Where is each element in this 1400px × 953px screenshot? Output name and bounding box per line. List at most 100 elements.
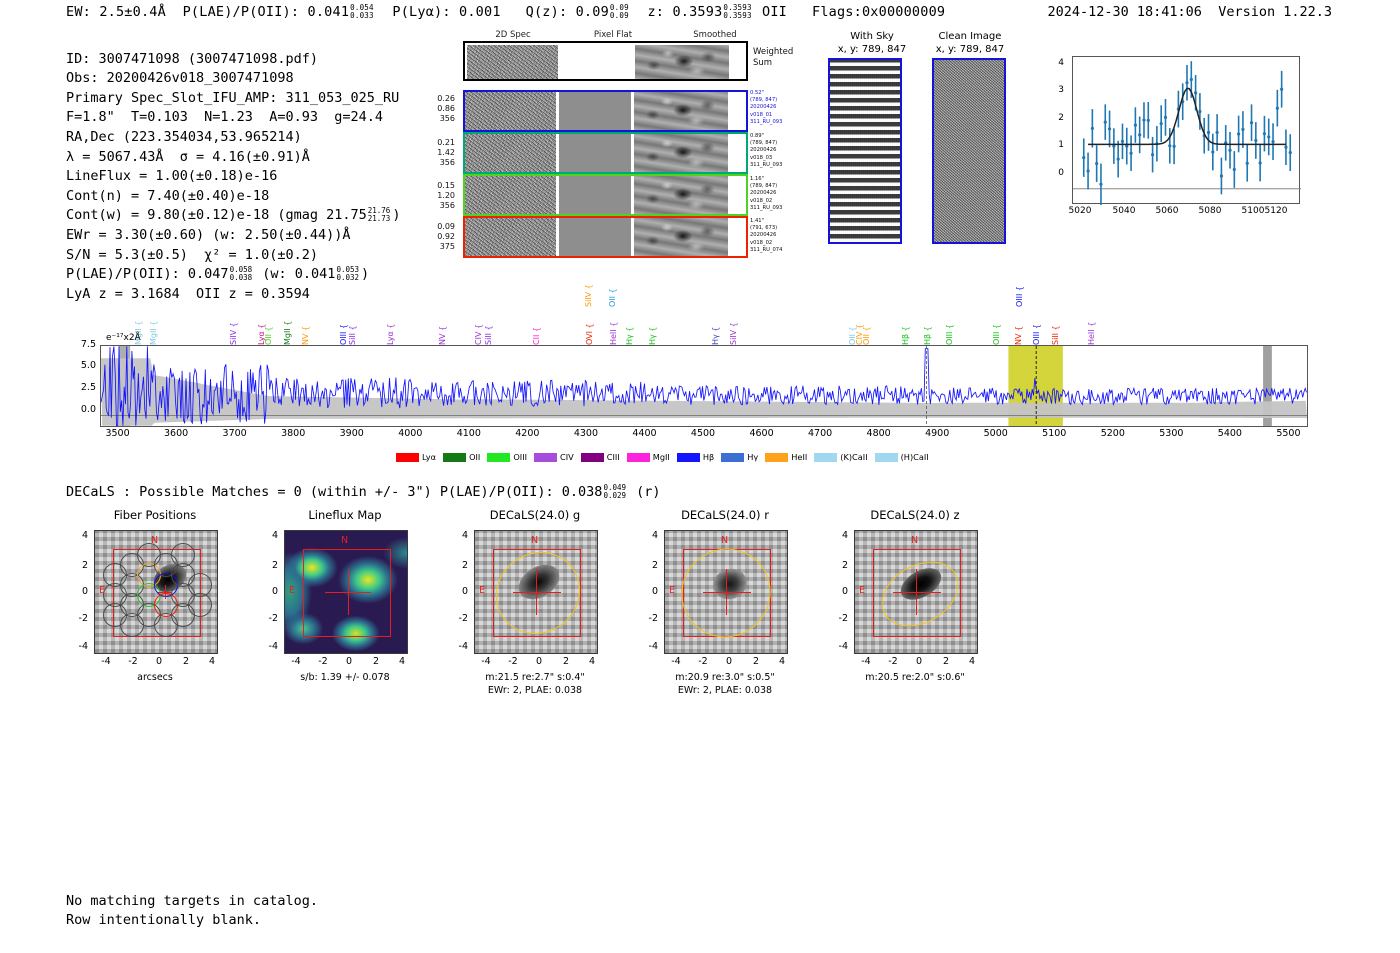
- col-title-smoothed: Smoothed: [693, 30, 737, 40]
- cutout-clean-coords: x, y: 789, 847: [935, 44, 1005, 55]
- plae-lo: 0.033: [350, 11, 374, 21]
- panel-decals-r-image[interactable]: N E: [664, 530, 788, 654]
- line-fit-ytick-2: 2: [1058, 113, 1064, 123]
- panel-decals-r: DECaLS(24.0) r N E 4 2 0 -2 -4 -4 -2 0 2…: [630, 508, 820, 723]
- header-summary: EW: 2.5±0.4Å P(LAE)/P(OII): 0.041 0.054 0.…: [66, 3, 945, 21]
- fiber-row-2-date: 20200426: [750, 190, 777, 197]
- emission-line-label-oii-17: OII {: [607, 288, 617, 307]
- info-plae-w-range: 0.053 0.032: [336, 264, 360, 282]
- compass-e: E: [289, 585, 296, 596]
- legend-label: Lyα: [422, 452, 437, 462]
- decals-z-crosshair-v: [915, 569, 917, 615]
- info-plae-prefix: P(LAE)/P(OII): 0.047: [66, 266, 229, 283]
- panel2-ytick-1: -2: [458, 613, 468, 624]
- panel2-xtick-0: -4: [481, 656, 491, 667]
- legend-swatch: [580, 452, 604, 462]
- panel0-ytick-2: 0: [81, 586, 88, 597]
- compass-n: N: [911, 535, 919, 546]
- fiber-row-1-right-labels: 0.89" (789, 847) 20200426 v018_03 311_RU…: [750, 133, 782, 169]
- compass-n: N: [341, 535, 349, 546]
- emission-line-label-oiii-31: OIII {: [1031, 323, 1041, 345]
- legend-item-hβ: Hβ: [676, 452, 714, 462]
- emission-line-label-siiv-21: SiIV {: [729, 322, 739, 345]
- spectrum-xtick-14: 4900: [925, 428, 950, 439]
- fiber-row-0-slot: 311_RU_093: [750, 118, 783, 125]
- fiber-row-2-pixelflat: [559, 176, 631, 214]
- line-fit-ytick-1: 1: [1058, 140, 1064, 150]
- panel4-ytick-3: 2: [841, 560, 848, 571]
- ew-value: 2.5±0.4Å: [99, 4, 166, 21]
- fiber-row-0-pixelflat: [559, 92, 631, 130]
- compass-n: N: [721, 535, 729, 546]
- info-id: ID: 3007471098 (3007471098.pdf): [66, 50, 318, 67]
- col-title-2dspec: 2D Spec: [495, 30, 531, 40]
- legend-swatch: [534, 452, 558, 462]
- panel1-ytick-3: 2: [271, 560, 278, 571]
- fiber-row-2-2dspec: [465, 176, 556, 214]
- info-plae-w-hi: 0.053: [336, 264, 360, 274]
- decals-summary-range: 0.049 0.029: [603, 483, 626, 500]
- panel-decals-z-image[interactable]: N E: [854, 530, 978, 654]
- panel2-caption2: EWr: 2, PLAE: 0.038: [487, 685, 583, 696]
- fiber-row-0-exp: v018_01: [750, 111, 773, 118]
- line-fit-xtick-1: 5040: [1112, 206, 1136, 216]
- spectrum-xtick-6: 4100: [456, 428, 481, 439]
- col-title-pixelflat: Pixel Flat: [593, 30, 633, 40]
- emission-line-label-siiv-2: SiIV {: [229, 322, 239, 345]
- panel0-caption: arcsecs: [137, 672, 173, 683]
- panel-lineflux-map: Lineflux Map N E 4 2 0 -2 -4 -4 -2 0 2 4…: [250, 508, 440, 723]
- spectrum-ytick-2: 5.0: [80, 360, 96, 372]
- emission-line-label-oii-4: OII {: [264, 326, 274, 345]
- panel1-caption: s/b: 1.39 +/- 0.078: [300, 672, 390, 683]
- panel4-xtick-1: -2: [888, 656, 898, 667]
- panel1-ytick-0: -4: [268, 641, 278, 652]
- z-label: z:: [647, 4, 665, 21]
- emission-line-label-hγ-20: Hγ {: [710, 326, 720, 345]
- emission-line-label-siii-8: SiII {: [347, 325, 357, 345]
- legend-item-ciii: CIII: [580, 452, 620, 462]
- panel-fiber-positions-image[interactable]: N E: [94, 530, 218, 654]
- panel-lineflux-image[interactable]: N E: [284, 530, 408, 654]
- fiber-row-0: [463, 90, 748, 132]
- emission-line-label-lyα-9: Lyα {: [385, 323, 395, 345]
- timestamp: 2024-12-30 18:41:06: [1047, 4, 1202, 20]
- panel3-ytick-1: -2: [648, 613, 658, 624]
- panel4-ytick-4: 4: [841, 530, 848, 541]
- cutout-clean-image: [932, 58, 1006, 244]
- spec2d-panel-group: 2D Spec Pixel Flat Smoothed Weighted Sum…: [430, 30, 810, 262]
- fiber-row-3-id: 375: [439, 242, 455, 251]
- compass-e: E: [859, 585, 866, 596]
- z-lo: 0.3593: [723, 11, 752, 21]
- fiber-row-1-date: 20200426: [750, 147, 777, 154]
- legend-label: OIII: [513, 452, 528, 462]
- spectrum-xtick-17: 5200: [1100, 428, 1125, 439]
- fiber-row-3-offset: 1.41": [750, 218, 764, 224]
- weighted-sum-label-1: Weighted: [753, 47, 794, 57]
- panel3-ytick-2: 0: [651, 586, 658, 597]
- fiber-row-3-dist: 0.92: [437, 232, 455, 241]
- panel0-xtick-0: -4: [101, 656, 111, 667]
- z-hi: 0.3593: [723, 3, 752, 12]
- panel-decals-g-image[interactable]: N E: [474, 530, 598, 654]
- spectrum-unit-label: e⁻¹⁷x2Å: [106, 333, 141, 343]
- panel2-xtick-2: 0: [535, 656, 543, 667]
- emission-line-label-hγ-19: Hγ {: [648, 326, 658, 345]
- panel-decals-g: DECaLS(24.0) g N E 4 2 0 -2 -4 -4 -2 0 2…: [440, 508, 630, 723]
- info-plae-range: 0.058 0.038: [230, 265, 253, 282]
- decals-summary-suffix: (r): [636, 484, 661, 501]
- line-fit-xtick-5: 5120: [1264, 206, 1288, 216]
- version: Version 1.22.3: [1218, 4, 1332, 20]
- fiber-row-1-id: 356: [439, 158, 455, 167]
- spectrum-xtick-20: 5500: [1276, 428, 1301, 439]
- info-cont-w-line: Cont(w) = 9.80(±0.12)e-18 (gmag 21.75 21.…: [66, 206, 400, 223]
- spectrum-xtick-8: 4300: [573, 428, 598, 439]
- panel3-xtick-1: -2: [698, 656, 708, 667]
- panel-decals-r-title: DECaLS(24.0) r: [681, 508, 769, 522]
- emission-line-label-siiv-15: SiIV {: [583, 284, 593, 307]
- plya-label: P(Lyα):: [392, 4, 451, 21]
- panel2-xtick-4: 4: [588, 656, 596, 667]
- legend-label: CIV: [560, 452, 574, 462]
- fiber-row-0-date: 20200426: [750, 104, 777, 111]
- info-cont-n: Cont(n) = 7.40(±0.40)e-18: [66, 187, 270, 204]
- fiber-row-1-pixelflat: [559, 134, 631, 172]
